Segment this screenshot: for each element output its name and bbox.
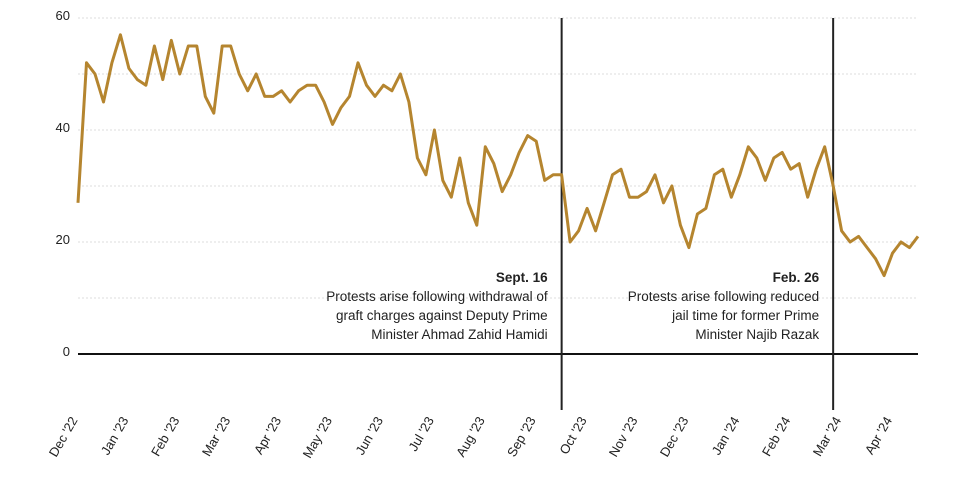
x-tick-label: Jan '23: [98, 414, 132, 457]
x-tick-label: Sep '23: [504, 414, 539, 459]
y-tick-label: 20: [56, 232, 70, 247]
x-tick-label: Apr '24: [862, 414, 895, 457]
line: [76, 33, 920, 278]
x-tick-label: Jan '24: [709, 414, 743, 457]
annotation-title: Sept. 16: [496, 270, 548, 285]
annotation-text: jail time for former Prime: [671, 308, 819, 323]
x-tick-label: Jun '23: [352, 414, 386, 457]
y-tick-label: 60: [56, 8, 70, 23]
x-tick-label: Dec '23: [657, 414, 692, 459]
x-tick-label: May '23: [300, 414, 336, 461]
x-tick-label: Feb '23: [148, 414, 182, 459]
x-tick-label: Aug '23: [453, 414, 488, 459]
annotation-text: Protests arise following reduced: [628, 289, 819, 304]
x-tick-label: Mar '24: [810, 414, 844, 459]
annotation-title: Feb. 26: [773, 270, 820, 285]
annotation-text: Protests arise following withdrawal of: [326, 289, 548, 304]
x-tick-label: Dec '22: [46, 414, 81, 459]
x-tick-label: Nov '23: [606, 414, 641, 459]
annotation-text: Minister Najib Razak: [695, 327, 819, 342]
annotation-text: graft charges against Deputy Prime: [336, 308, 548, 323]
y-tick-label: 40: [56, 120, 70, 135]
y-tick-label: 0: [63, 344, 70, 359]
x-tick-label: Oct '23: [556, 414, 589, 457]
x-tick-label: Jul '23: [405, 414, 437, 454]
x-tick-label: Mar '23: [199, 414, 233, 459]
x-tick-label: Feb '24: [759, 414, 793, 459]
x-tick-label: Apr '23: [251, 414, 284, 457]
annotation-text: Minister Ahmad Zahid Hamidi: [371, 327, 547, 342]
